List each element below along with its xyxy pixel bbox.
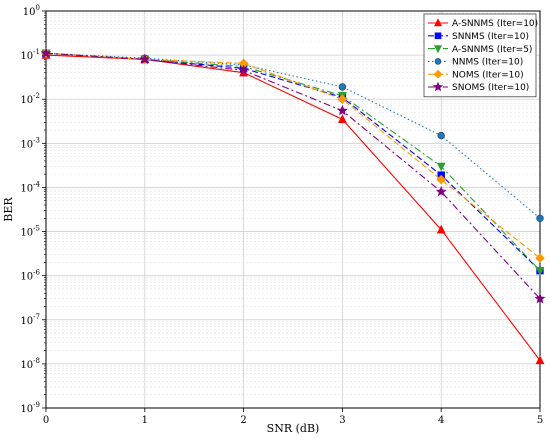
data-point-triangle-down [434, 45, 442, 54]
data-point-star [534, 293, 546, 304]
legend-label: A-SNNMS (Iter=10) [452, 19, 538, 29]
data-point-triangle-up [436, 224, 446, 234]
data-point-circle [437, 131, 445, 140]
legend: A-SNNMS (Iter=10) SNNMS (Iter=10) A-SNNMS … [423, 13, 538, 98]
series-line [45, 52, 541, 219]
series-line [45, 52, 541, 272]
y-tick-label: 10-4 [20, 180, 40, 194]
legend-entry: NOMS (Iter=10) [428, 69, 524, 80]
data-point-star [336, 105, 348, 116]
y-tick-label: 100 [23, 4, 40, 18]
y-tick-label: 10-7 [20, 313, 40, 327]
x-tick-label: 5 [537, 415, 543, 426]
data-point-triangle-down [535, 266, 545, 276]
data-point-triangle-up [434, 18, 442, 27]
data-point-diamond [337, 94, 348, 105]
series-line [45, 52, 541, 259]
legend-entry: NNMS (Iter=10) [428, 58, 523, 68]
legend-entry: A-SNNMS (Iter=10) [428, 18, 538, 29]
legend-label: SNNMS (Iter=10) [452, 32, 529, 42]
data-point-star [139, 53, 151, 64]
legend-entry: A-SNNMS (Iter=5) [428, 45, 532, 55]
series-a-snnms-iter-10 [41, 50, 545, 365]
plot-frame [45, 10, 541, 409]
y-tick-label: 10-8 [20, 357, 40, 371]
y-tick-label: 10-1 [20, 48, 40, 62]
data-point-triangle-down [436, 162, 446, 172]
x-tick-label: 4 [438, 415, 444, 426]
data-point-star [238, 64, 250, 76]
legend-label: NOMS (Iter=10) [452, 70, 524, 80]
x-tick-label: 0 [43, 415, 49, 426]
legend-box [423, 13, 537, 98]
y-axis-title: BER [2, 197, 15, 222]
x-tick-label: 2 [240, 415, 246, 426]
series-line [45, 52, 541, 300]
y-tick-label: 10-6 [20, 269, 40, 283]
x-tick-label: 1 [142, 415, 148, 426]
data-point-triangle-up [535, 355, 545, 365]
legend-label: NNMS (Iter=10) [452, 58, 523, 68]
series-line [45, 54, 541, 361]
legend-label: SNOMS (Iter=10) [452, 83, 529, 93]
axis-ticks: 10-9 10-8 10-7 10-6 10-5 10-4 10-3 10-2 10-1 100 0… [20, 4, 543, 426]
x-tick-label: 3 [339, 415, 345, 426]
data-point-star [435, 186, 447, 197]
legend-entry: SNNMS (Iter=10) [428, 32, 529, 42]
legend-label: A-SNNMS (Iter=5) [452, 45, 532, 55]
x-axis-title: SNR (dB) [267, 422, 320, 435]
data-point-star [432, 81, 444, 92]
data-point-circle [536, 214, 544, 222]
series-layer [40, 47, 546, 365]
y-tick-label: 10-2 [20, 92, 40, 106]
data-point-circle [338, 83, 347, 91]
data-point-circle [434, 58, 442, 65]
data-point-diamond [535, 253, 545, 263]
y-tick-label: 10-5 [20, 225, 40, 239]
data-point-diamond [433, 69, 443, 79]
series-snoms-iter-10 [40, 47, 546, 304]
data-point-triangle-up [338, 114, 347, 124]
legend-entry: SNOMS (Iter=10) [428, 81, 529, 93]
data-point-star [40, 47, 52, 58]
y-tick-label: 10-9 [20, 401, 40, 415]
data-point-diamond [436, 174, 447, 185]
data-point-square [434, 32, 442, 40]
y-tick-label: 10-3 [20, 136, 40, 150]
